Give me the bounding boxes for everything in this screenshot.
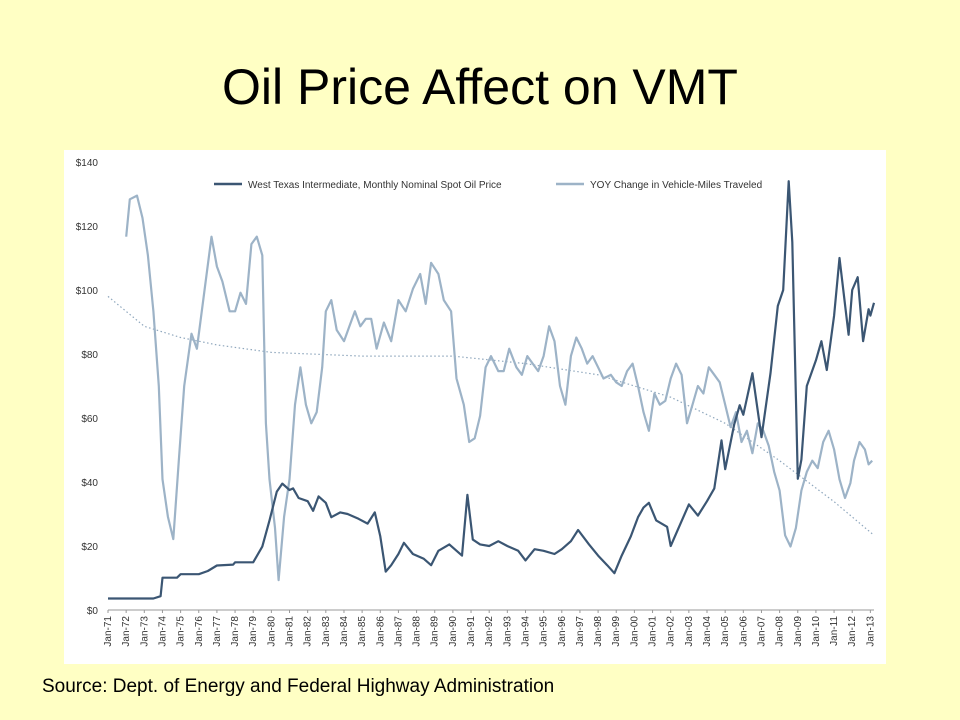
y-left-tick-label: $40 (81, 478, 98, 489)
x-tick-label: Jan-71 (103, 616, 114, 647)
x-tick-label: Jan-00 (629, 616, 640, 647)
x-tick-label: Jan-78 (230, 616, 241, 647)
x-tick-label: Jan-11 (829, 616, 840, 646)
x-tick-label: Jan-96 (557, 616, 568, 647)
oil-price-series-line (108, 180, 876, 600)
x-tick-label: Jan-08 (775, 616, 786, 647)
x-tick-label: Jan-73 (139, 616, 150, 647)
slide-title: Oil Price Affect on VMT (222, 59, 738, 115)
x-tick-label: Jan-91 (466, 616, 477, 647)
x-tick-label: Jan-75 (176, 616, 187, 647)
vmt-change-series-line (125, 194, 873, 582)
x-tick-label: Jan-82 (303, 616, 314, 647)
x-tick-label: Jan-74 (157, 616, 168, 647)
x-tick-label: Jan-93 (502, 616, 513, 647)
x-tick-label: Jan-13 (865, 616, 876, 647)
x-tick-label: Jan-90 (448, 616, 459, 647)
x-tick-label: Jan-03 (684, 616, 695, 647)
y-left-tick-label: $0 (87, 606, 99, 617)
x-tick-label: Jan-05 (720, 616, 731, 647)
x-tick-label: Jan-88 (412, 616, 423, 647)
chart-panel: $0$20$40$60$80$100$120$140-4.0%-2.0%0.0%… (64, 150, 886, 664)
x-tick-label: Jan-10 (811, 616, 822, 647)
x-tick-label: Jan-12 (847, 616, 858, 647)
y-left-tick-label: $140 (76, 158, 99, 169)
x-tick-label: Jan-87 (393, 616, 404, 647)
x-tick-label: Jan-80 (266, 616, 277, 647)
y-left-tick-label: $60 (81, 414, 98, 425)
x-tick-label: Jan-07 (756, 616, 767, 647)
x-tick-label: Jan-99 (611, 616, 622, 647)
x-tick-label: Jan-04 (702, 616, 713, 647)
oil-price-vmt-chart: $0$20$40$60$80$100$120$140-4.0%-2.0%0.0%… (76, 158, 877, 647)
x-tick-label: Jan-89 (430, 616, 441, 647)
x-tick-label: Jan-86 (375, 616, 386, 647)
x-tick-label: Jan-84 (339, 616, 350, 647)
x-tick-label: Jan-01 (648, 616, 659, 647)
y-left-tick-label: $100 (76, 286, 99, 297)
y-left-tick-label: $120 (76, 222, 99, 233)
x-tick-label: Jan-98 (593, 616, 604, 647)
x-tick-label: Jan-76 (194, 616, 205, 647)
legend-vmt-label: YOY Change in Vehicle-Miles Traveled (590, 180, 762, 191)
x-tick-label: Jan-09 (793, 616, 804, 647)
legend-oil-label: West Texas Intermediate, Monthly Nominal… (248, 180, 502, 191)
x-tick-label: Jan-85 (357, 616, 368, 647)
x-tick-label: Jan-06 (738, 616, 749, 647)
x-tick-label: Jan-92 (484, 616, 495, 647)
source-note: Source: Dept. of Energy and Federal High… (42, 676, 555, 697)
x-tick-label: Jan-83 (321, 616, 332, 647)
x-tick-label: Jan-02 (666, 616, 677, 647)
y-left-tick-label: $20 (81, 542, 98, 553)
x-tick-label: Jan-77 (212, 616, 223, 647)
x-tick-label: Jan-72 (121, 616, 132, 647)
x-tick-label: Jan-79 (248, 616, 259, 647)
x-tick-label: Jan-94 (520, 616, 531, 647)
x-tick-label: Jan-97 (575, 616, 586, 647)
x-tick-label: Jan-95 (539, 616, 550, 647)
y-left-tick-label: $80 (81, 350, 98, 361)
x-tick-label: Jan-81 (285, 616, 296, 647)
